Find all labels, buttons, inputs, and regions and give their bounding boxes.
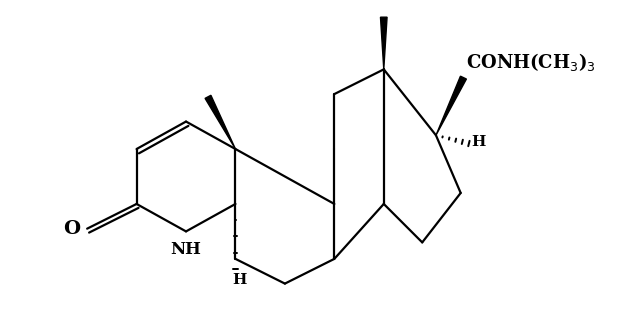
Text: CONH(CH$_3$)$_3$: CONH(CH$_3$)$_3$: [466, 51, 596, 73]
Polygon shape: [436, 76, 466, 135]
Polygon shape: [381, 17, 387, 69]
Text: H: H: [472, 135, 486, 149]
Text: NH: NH: [171, 241, 201, 258]
Polygon shape: [205, 95, 236, 149]
Text: H: H: [233, 273, 247, 287]
Text: O: O: [63, 220, 80, 238]
